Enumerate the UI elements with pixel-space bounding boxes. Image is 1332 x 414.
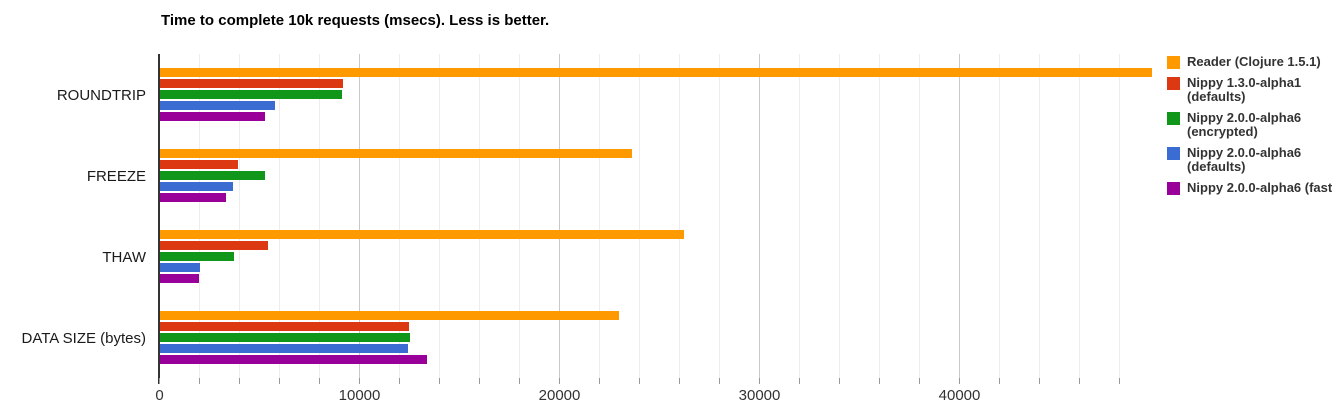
legend-label: Nippy 1.3.0-alpha1 (defaults) — [1187, 75, 1302, 104]
axis-tick — [719, 378, 720, 384]
bar — [159, 68, 1152, 77]
bar — [159, 79, 343, 88]
gridline-major — [359, 54, 360, 378]
legend-item: Nippy 2.0.0-alpha6 (fast) — [1167, 181, 1332, 195]
gridline-major — [559, 54, 560, 378]
bar — [159, 311, 619, 320]
axis-tick — [279, 378, 280, 384]
bar — [159, 182, 233, 191]
gridline-minor — [799, 54, 800, 378]
x-tick-label: 30000 — [738, 387, 781, 404]
gridline-minor — [639, 54, 640, 378]
bar — [159, 322, 410, 331]
bar — [159, 355, 427, 364]
gridline-major — [959, 54, 960, 378]
bar — [159, 241, 268, 250]
category-label: FREEZE — [86, 167, 146, 185]
axis-tick — [879, 378, 880, 384]
gridline-minor — [519, 54, 520, 378]
axis-tick — [679, 378, 680, 384]
bar — [159, 171, 265, 180]
legend-item: Nippy 2.0.0-alpha6 (defaults) — [1167, 146, 1327, 174]
gridline-minor — [239, 54, 240, 378]
axis-tick — [399, 378, 400, 384]
legend: Reader (Clojure 1.5.1) Nippy 1.3.0-alpha1… — [1167, 55, 1332, 202]
axis-tick — [239, 378, 240, 384]
bar — [159, 263, 200, 272]
gridline-minor — [439, 54, 440, 378]
axis-tick — [1039, 378, 1040, 384]
gridline-minor — [679, 54, 680, 378]
gridline-minor — [879, 54, 880, 378]
bar — [159, 274, 199, 283]
axis-tick — [799, 378, 800, 384]
gridline-major — [759, 54, 760, 378]
bar — [159, 252, 234, 261]
bar — [159, 344, 408, 353]
legend-label: Nippy 2.0.0-alpha6 (fast) — [1187, 180, 1332, 195]
bar — [159, 333, 410, 342]
gridline-minor — [919, 54, 920, 378]
bar — [159, 149, 632, 158]
gridline-minor — [719, 54, 720, 378]
x-tick-label: 10000 — [338, 387, 381, 404]
axis-tick — [599, 378, 600, 384]
gridline-minor — [319, 54, 320, 378]
gridline-minor — [1119, 54, 1120, 378]
axis-tick — [479, 378, 480, 384]
chart-title: Time to complete 10k requests (msecs). L… — [161, 12, 550, 29]
gridline-minor — [279, 54, 280, 378]
gridline-minor — [479, 54, 480, 378]
legend-item: Nippy 1.3.0-alpha1 (defaults) — [1167, 76, 1327, 104]
category-label: DATA SIZE (bytes) — [21, 329, 146, 347]
axis-tick — [159, 378, 160, 384]
axis-tick — [919, 378, 920, 384]
legend-swatch — [1167, 111, 1180, 125]
bar — [159, 112, 266, 121]
legend-swatch — [1167, 55, 1180, 69]
gridline-minor — [199, 54, 200, 378]
legend-label: Nippy 2.0.0-alpha6 (defaults) — [1187, 145, 1302, 174]
plot-area — [159, 54, 1160, 378]
gridline-minor — [999, 54, 1000, 378]
gridline-minor — [1039, 54, 1040, 378]
bar — [159, 101, 276, 110]
x-tick-label: 40000 — [938, 387, 981, 404]
axis-tick — [559, 378, 560, 384]
axis-tick — [759, 378, 760, 384]
axis-tick — [199, 378, 200, 384]
bar — [159, 160, 238, 169]
category-label: THAW — [102, 248, 146, 266]
gridline-minor — [839, 54, 840, 378]
axis-tick — [519, 378, 520, 384]
bar — [159, 90, 342, 99]
legend-swatch — [1167, 181, 1180, 195]
legend-label: Nippy 2.0.0-alpha6 (encrypted) — [1187, 110, 1302, 139]
x-tick-label: 0 — [155, 387, 164, 404]
gridline-minor — [1079, 54, 1080, 378]
bar — [159, 230, 684, 239]
axis-tick — [439, 378, 440, 384]
y-axis-line — [158, 54, 160, 384]
x-tick-label: 20000 — [538, 387, 581, 404]
axis-tick — [839, 378, 840, 384]
axis-tick — [959, 378, 960, 384]
bar — [159, 193, 226, 202]
gridline-minor — [599, 54, 600, 378]
axis-tick — [1119, 378, 1120, 384]
legend-swatch — [1167, 76, 1180, 90]
gridline-minor — [399, 54, 400, 378]
axis-tick — [319, 378, 320, 384]
legend-swatch — [1167, 146, 1180, 160]
category-label: ROUNDTRIP — [56, 86, 146, 104]
axis-tick — [999, 378, 1000, 384]
legend-item: Reader (Clojure 1.5.1) — [1167, 55, 1327, 69]
legend-label: Reader (Clojure 1.5.1) — [1187, 54, 1321, 69]
axis-tick — [359, 378, 360, 384]
axis-tick — [639, 378, 640, 384]
legend-item: Nippy 2.0.0-alpha6 (encrypted) — [1167, 111, 1327, 139]
axis-tick — [1079, 378, 1080, 384]
